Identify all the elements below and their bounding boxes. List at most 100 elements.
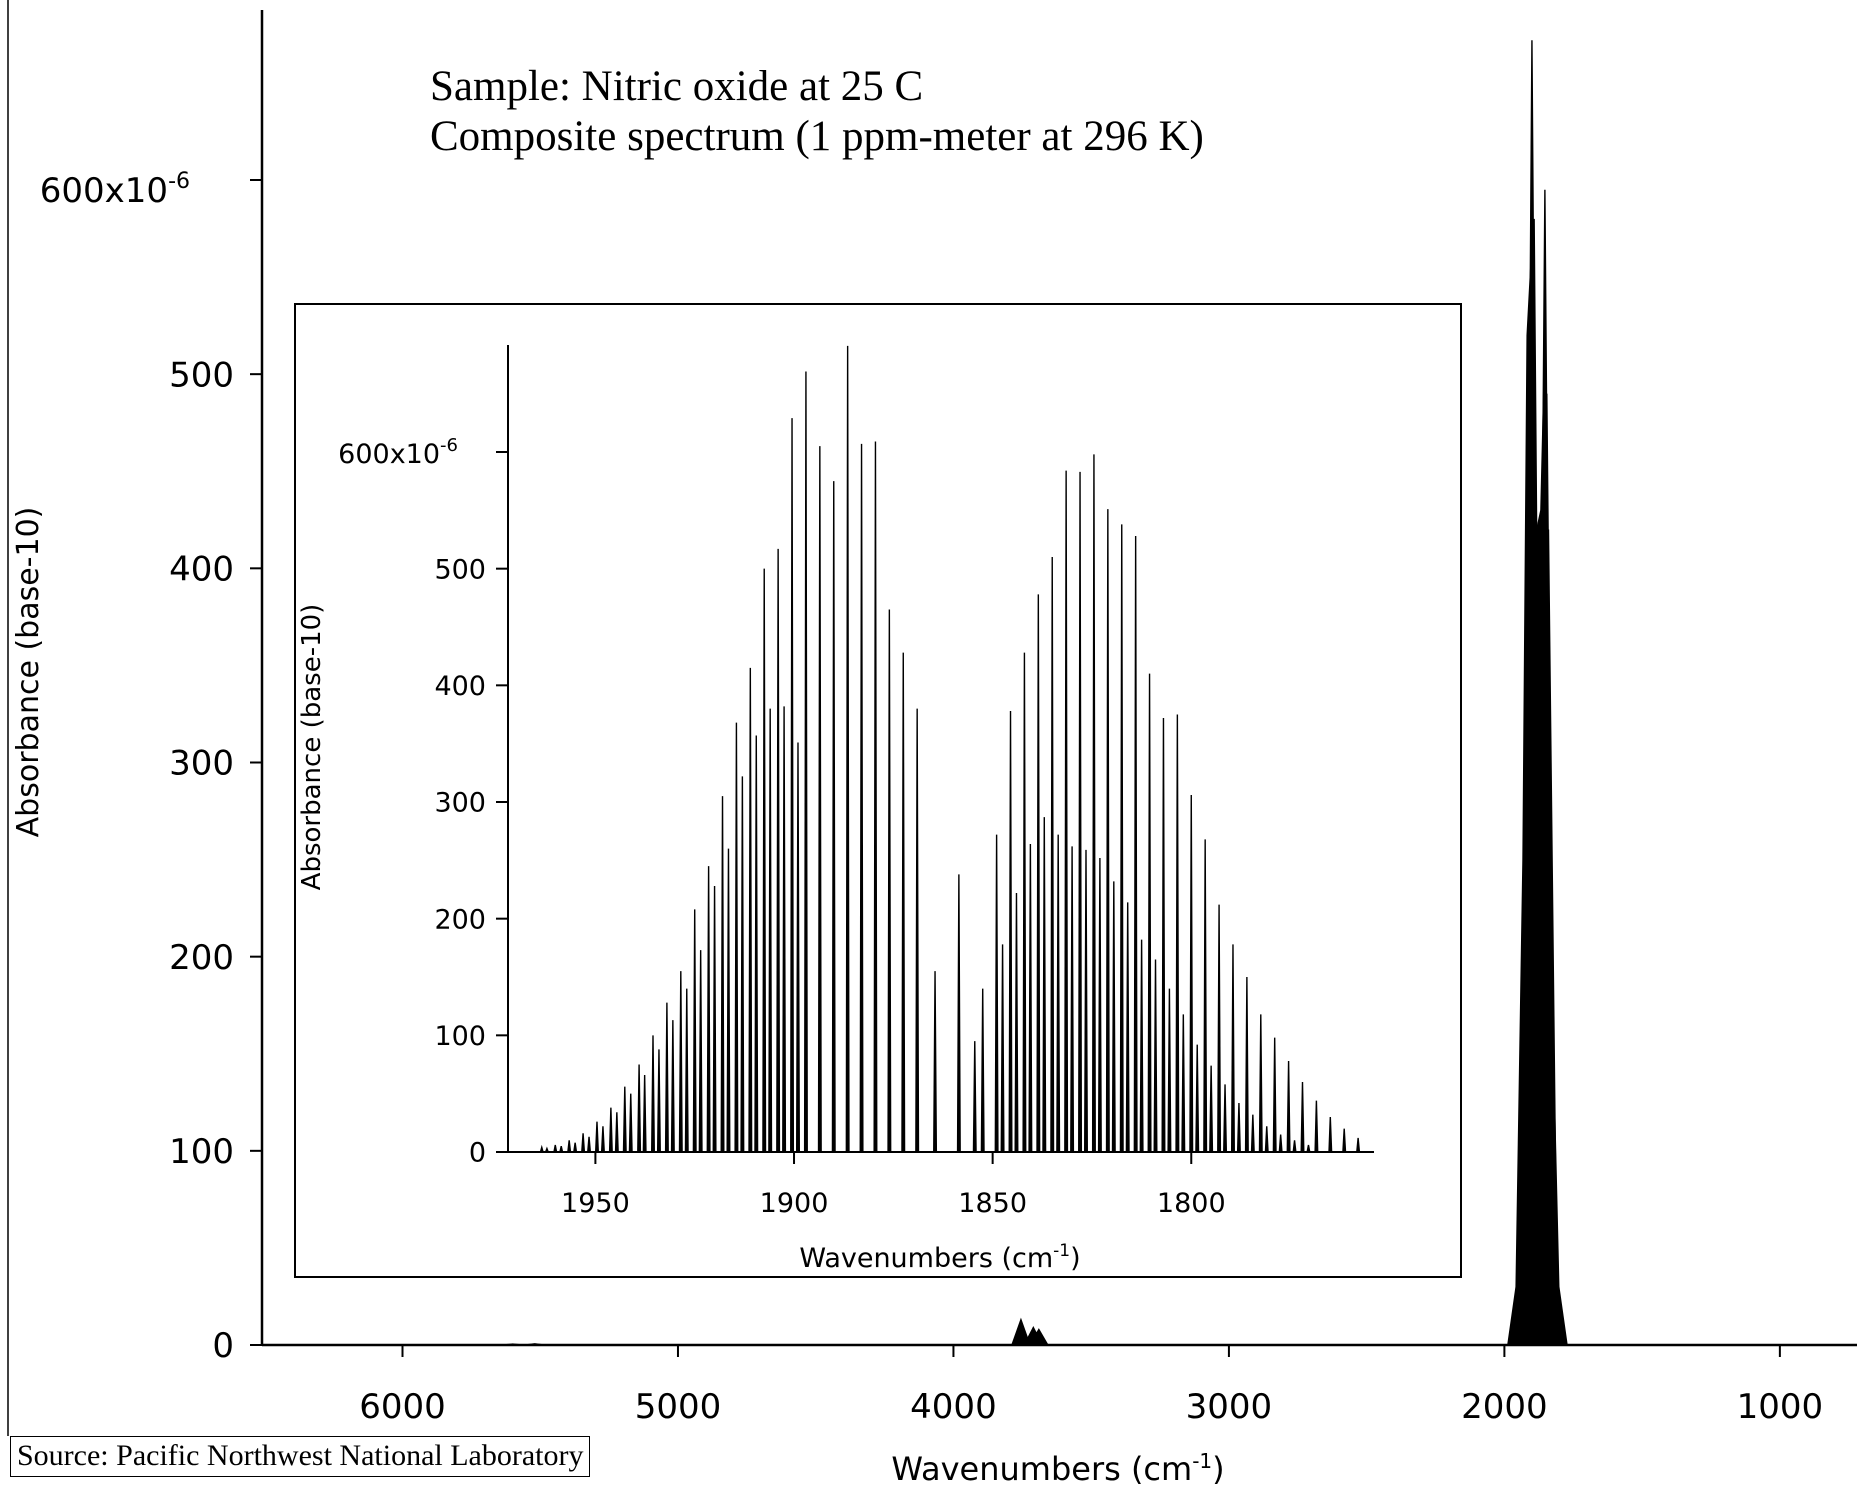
inset-y-axis-label: Absorbance (base-10) (297, 604, 327, 891)
main-y-top-label-base: 600x10 (40, 171, 168, 211)
inset-peak-34 (628, 1093, 633, 1153)
main-series-peaks (503, 40, 1568, 1346)
inset-peak-64 (1189, 794, 1194, 1153)
inset-y-top-label-base: 600x10 (338, 439, 440, 470)
inset-peak-31 (586, 1136, 592, 1153)
inset-peak-78 (1000, 944, 1005, 1153)
main-y-axis-label: Absorbance (base-10) (11, 507, 46, 838)
inset-peak-58 (1105, 509, 1110, 1153)
inset-peak-95 (1236, 1102, 1241, 1153)
inset-peak-29 (559, 1146, 564, 1153)
inset-peak-26 (901, 652, 906, 1153)
main-x-ticks: 6000 5000 4000 3000 2000 1000 (359, 1345, 1823, 1427)
inset-peak-12 (706, 866, 711, 1153)
inset-peak-28 (544, 1146, 550, 1153)
inset-peak-30 (573, 1142, 578, 1153)
inset-x-axis-label: Wavenumbers (cm-1) (799, 1241, 1080, 1274)
inset-peak-17 (776, 548, 781, 1153)
inset-peak-55 (1064, 470, 1069, 1153)
main-x-tick-label-1000: 1000 (1737, 1387, 1824, 1427)
inset-peak-51 (1008, 710, 1013, 1153)
inset-x-label-text: Wavenumbers (cm (799, 1243, 1053, 1274)
inset-peak-19 (803, 371, 808, 1153)
main-y-tick-label-300: 300 (169, 744, 234, 784)
inset-peak-86 (1111, 881, 1116, 1153)
main-y-tick-label-0: 0 (212, 1326, 234, 1366)
inset-peak-80 (1028, 843, 1033, 1153)
main-x-tick-label-5000: 5000 (635, 1387, 722, 1427)
inset-peak-42 (740, 776, 745, 1153)
inset-peak-73 (1314, 1100, 1319, 1153)
inset-peak-25 (887, 609, 892, 1153)
inset-peak-57 (1091, 454, 1096, 1153)
inset-peak-63 (1175, 714, 1180, 1153)
inset-peak-98 (1278, 1134, 1283, 1153)
inset-peak-47 (933, 971, 938, 1153)
inset-peak-89 (1153, 959, 1158, 1153)
inset-peak-37 (670, 1020, 675, 1153)
inset-peak-87 (1125, 902, 1130, 1153)
main-x-tick-label-6000: 6000 (359, 1387, 446, 1427)
inset-peak-69 (1258, 1014, 1263, 1153)
inset-peak-84 (1083, 849, 1089, 1153)
main-y-top-label-exp: -6 (168, 169, 190, 194)
inset-peak-60 (1133, 535, 1138, 1153)
main-peak-4 (1028, 1328, 1050, 1346)
inset-peak-35 (642, 1074, 647, 1153)
inset-peak-2 (567, 1140, 572, 1153)
inset-y-ticks: 0 100 200 300 400 500 (434, 451, 508, 1169)
inset-peak-49 (980, 988, 985, 1153)
inset-peak-22 (845, 345, 850, 1153)
main-y-tick-label-100: 100 (169, 1132, 234, 1172)
main-x-tick-label-4000: 4000 (910, 1387, 997, 1427)
inset-peak-3 (581, 1133, 586, 1153)
inset-peak-39 (698, 950, 703, 1153)
inset-peak-93 (1209, 1065, 1214, 1153)
inset-y-tick-label-300: 300 (434, 788, 486, 819)
inset-peak-43 (754, 735, 759, 1153)
main-x-label-text: Wavenumbers (cm (891, 1450, 1192, 1487)
inset-peak-79 (1014, 892, 1019, 1153)
inset-peak-71 (1286, 1060, 1291, 1153)
inset-peak-21 (831, 481, 836, 1153)
inset-peak-54 (1050, 556, 1055, 1153)
inset-peak-65 (1203, 839, 1208, 1153)
inset-peak-82 (1056, 834, 1061, 1153)
inset-peak-53 (1036, 594, 1041, 1153)
inset-peak-1 (553, 1144, 558, 1153)
inset-peak-15 (748, 667, 753, 1153)
inset-peak-40 (712, 885, 717, 1153)
inset-peak-94 (1223, 1084, 1228, 1153)
inset-y-tick-label-500: 500 (434, 554, 486, 585)
inset-peak-8 (650, 1035, 656, 1153)
inset-x-tick-label-1850: 1850 (958, 1188, 1027, 1219)
inset-series-peaks (539, 345, 1361, 1153)
inset-peak-56 (1078, 471, 1083, 1153)
inset-peak-32 (600, 1126, 605, 1153)
inset-peak-83 (1070, 846, 1075, 1153)
main-y-tick-label-200: 200 (169, 938, 234, 978)
inset-peak-18 (790, 418, 795, 1153)
inset-peak-10 (678, 971, 683, 1153)
main-y-tick-label-400: 400 (169, 550, 234, 590)
inset-peak-24 (873, 441, 878, 1153)
main-peak-1 (525, 1343, 544, 1346)
inset-y-tick-label-0: 0 (469, 1138, 486, 1169)
inset-peak-11 (692, 909, 697, 1153)
inset-x-tick-label-1950: 1950 (561, 1188, 630, 1219)
inset-peak-88 (1139, 939, 1144, 1153)
main-y-top-label: 600x10-6 (40, 169, 190, 211)
chart-subtitle: Composite spectrum (1 ppm-meter at 296 K… (430, 113, 1204, 160)
inset-peak-96 (1250, 1114, 1255, 1153)
inset-y-tick-label-200: 200 (434, 904, 486, 935)
inset-peak-75 (1342, 1128, 1347, 1153)
inset-peak-14 (734, 722, 739, 1153)
inset-peak-13 (720, 796, 725, 1153)
inset-y-tick-label-400: 400 (434, 671, 486, 702)
main-x-label-close: ) (1212, 1450, 1224, 1487)
inset-peak-27 (915, 708, 920, 1153)
inset-peak-61 (1147, 673, 1152, 1153)
inset-peak-38 (684, 988, 689, 1153)
inset-peak-9 (664, 1002, 669, 1153)
